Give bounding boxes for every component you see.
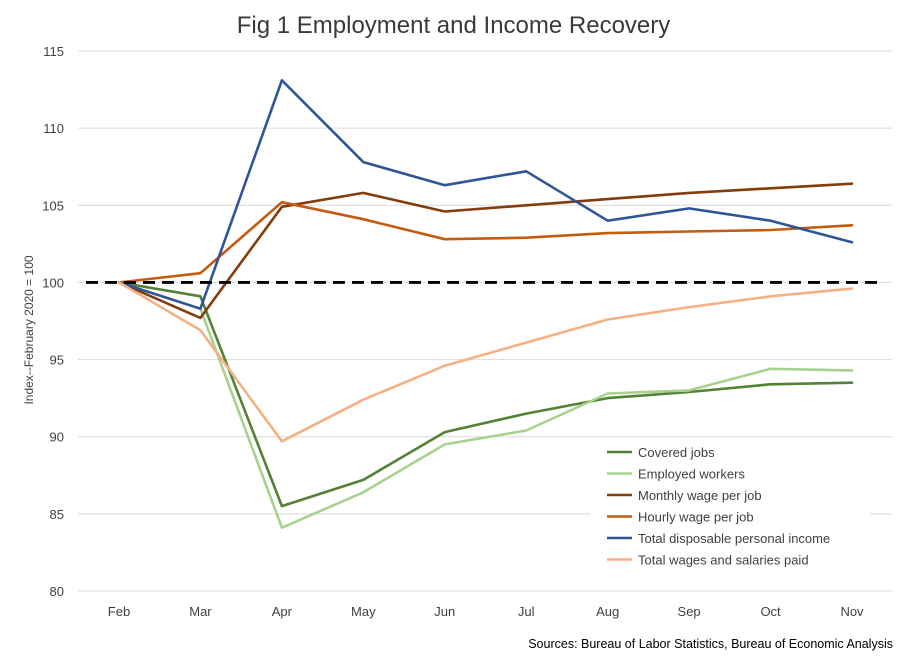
legend-label: Total wages and salaries paid: [638, 553, 809, 568]
chart-title: Fig 1 Employment and Income Recovery: [236, 12, 671, 39]
x-tick-label: May: [351, 604, 376, 619]
y-tick-label: 80: [50, 584, 64, 599]
legend-label: Employed workers: [638, 467, 745, 482]
legend: Covered jobs Employed workers Monthly wage…: [607, 445, 830, 568]
y-tick-label: 110: [43, 121, 64, 136]
y-tick-label: 90: [50, 430, 64, 445]
x-tick-label: Sep: [678, 604, 701, 619]
x-tick-label: Feb: [108, 604, 130, 619]
legend-background: [590, 438, 870, 578]
y-tick-label: 85: [50, 507, 64, 522]
x-tick-label: Nov: [840, 604, 864, 619]
x-tick-label: Jun: [434, 604, 455, 619]
y-tick-label: 95: [50, 353, 64, 368]
legend-label: Monthly wage per job: [638, 488, 762, 503]
source-note: Sources: Bureau of Labor Statistics, Bur…: [528, 637, 893, 651]
y-tick-label: 100: [42, 275, 64, 290]
series-line-5: [117, 281, 854, 443]
y-axis-label: Index--February 2020 = 100: [22, 255, 36, 404]
x-tick-label: Mar: [189, 604, 212, 619]
legend-label: Total disposable personal income: [638, 531, 830, 546]
legend-label: Covered jobs: [638, 445, 715, 460]
series-line-1: [117, 281, 854, 530]
y-axis-ticks: 80 85 90 95 100 105 110 115: [42, 44, 64, 599]
x-tick-label: Apr: [272, 604, 293, 619]
legend-label: Hourly wage per job: [638, 510, 754, 525]
x-tick-label: Oct: [760, 604, 781, 619]
y-tick-label: 115: [43, 44, 64, 59]
series-line-0: [117, 281, 854, 508]
series-line-4: [117, 79, 854, 311]
series-lines: [117, 79, 854, 530]
y-tick-label: 105: [42, 198, 64, 213]
x-axis-ticks: Feb Mar Apr May Jun Jul Aug Sep Oct Nov: [108, 604, 864, 619]
series-line-3: [117, 200, 854, 284]
series-line-2: [117, 182, 854, 320]
x-tick-label: Jul: [518, 604, 535, 619]
x-tick-label: Aug: [596, 604, 619, 619]
